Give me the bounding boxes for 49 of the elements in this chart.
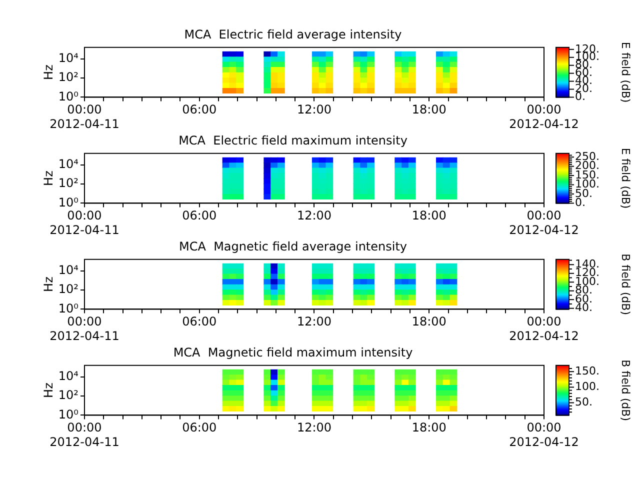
x-tick-label: 00:00 2012-04-12 — [509, 420, 579, 449]
x-tick-label: 18:00 — [412, 314, 446, 329]
color-bar-title: E field (dB) — [619, 42, 632, 103]
y-tick-label: 10⁴ — [58, 369, 79, 384]
x-tick-label: 00:00 2012-04-11 — [50, 420, 120, 449]
x-tick-label: 06:00 — [182, 420, 217, 435]
chart-title: MCA Magnetic field maximum intensity — [173, 345, 413, 360]
chart-title: MCA Electric field average intensity — [184, 27, 402, 42]
y-tick-label: 10⁴ — [58, 157, 79, 172]
color-bar-label: 50. — [575, 396, 592, 409]
x-tick-label: 00:00 2012-04-12 — [509, 208, 579, 237]
y-axis-title: Hz — [41, 276, 56, 292]
color-bar-label: 0. — [575, 196, 586, 210]
y-tick-label: 10² — [58, 70, 79, 84]
x-tick-label: 12:00 — [296, 102, 332, 117]
x-tick-label: 00:00 2012-04-11 — [50, 314, 120, 343]
x-tick-label: 06:00 — [182, 314, 217, 329]
x-tick-label: 18:00 — [412, 420, 446, 435]
x-tick-label: 06:00 — [182, 102, 217, 117]
x-tick-label: 00:00 2012-04-12 — [509, 102, 579, 131]
x-tick-label: 00:00 2012-04-11 — [50, 102, 120, 131]
color-bar-title: B field (dB) — [619, 360, 632, 421]
x-tick-label: 12:00 — [296, 208, 332, 223]
y-tick-label: 10⁴ — [58, 51, 79, 66]
x-tick-label: 06:00 — [182, 208, 217, 223]
x-tick-label: 00:00 2012-04-11 — [50, 208, 120, 237]
y-tick-label: 10⁰ — [58, 301, 79, 316]
color-bar-label: 100. — [575, 380, 600, 394]
y-tick-label: 10⁰ — [58, 407, 79, 422]
y-tick-label: 10² — [58, 388, 79, 402]
y-axis-title: Hz — [41, 64, 56, 80]
y-tick-label: 10² — [58, 176, 79, 190]
x-tick-label: 12:00 — [296, 420, 332, 435]
chart-title: MCA Magnetic field average intensity — [178, 239, 408, 254]
y-axis-title: Hz — [41, 170, 56, 186]
color-bar-title: E field (dB) — [619, 148, 632, 209]
x-tick-label: 00:00 2012-04-12 — [509, 314, 579, 343]
x-tick-label: 18:00 — [412, 102, 446, 117]
y-tick-label: 10⁴ — [58, 263, 79, 278]
chart-title: MCA Electric field maximum intensity — [178, 133, 408, 148]
x-tick-label: 18:00 — [412, 208, 446, 223]
y-tick-label: 10² — [58, 282, 79, 296]
y-axis-title: Hz — [41, 382, 56, 398]
y-tick-label: 10⁰ — [58, 195, 79, 210]
color-bar-title: B field (dB) — [619, 254, 632, 315]
y-tick-label: 10⁰ — [58, 89, 79, 104]
x-tick-label: 12:00 — [296, 314, 332, 329]
color-bar-label: 150. — [575, 364, 600, 378]
color-bar-label: 40. — [575, 301, 592, 314]
